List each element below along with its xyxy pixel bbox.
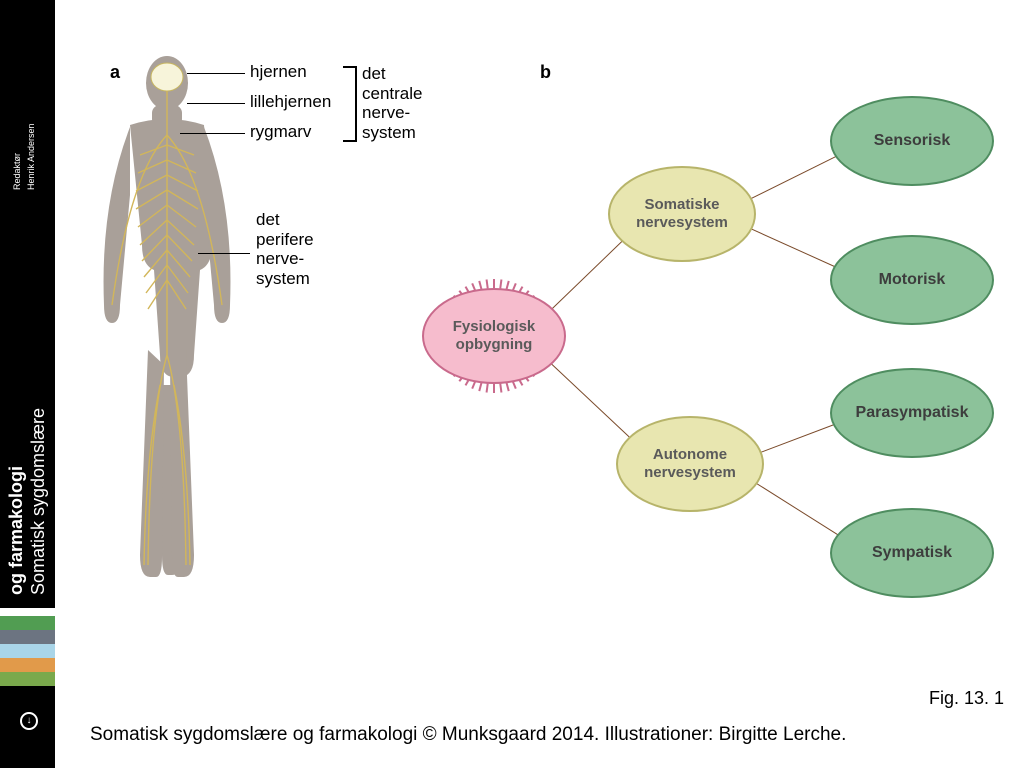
node-autonome: Autonome nervesystem — [616, 416, 764, 512]
node-sympatisk: Sympatisk — [830, 508, 994, 598]
bracket-cns — [343, 66, 357, 142]
spine-stripe-1 — [0, 616, 55, 630]
human-body-figure — [90, 55, 245, 585]
spine-title-line1: og farmakologi — [6, 95, 27, 595]
book-spine: Redaktør Henrik Andersen og farmakologi … — [0, 0, 55, 768]
node-sensorisk: Sensorisk — [830, 96, 994, 186]
panel-b-label: b — [540, 62, 551, 83]
publisher-logo-icon: ↓ — [20, 712, 38, 730]
edge-autonome-sympatisk — [751, 480, 843, 539]
label-pns: det perifere nerve- system — [256, 210, 314, 288]
figure-number: Fig. 13. 1 — [929, 688, 1004, 709]
label-cns: det centrale nerve- system — [362, 64, 422, 142]
edge-fysiologisk-somatiske — [548, 238, 626, 314]
leader-lillehjernen — [187, 103, 245, 104]
edge-autonome-parasymp — [755, 422, 841, 455]
node-parasymp: Parasympatisk — [830, 368, 994, 458]
edge-somatiske-motorisk — [746, 226, 841, 270]
leader-rygmarv — [180, 133, 245, 134]
edge-somatiske-sensorisk — [745, 153, 842, 202]
label-hjernen: hjernen — [250, 62, 307, 82]
node-motorisk: Motorisk — [830, 235, 994, 325]
leader-pns — [198, 253, 250, 254]
spine-stripe-4 — [0, 658, 55, 672]
edge-fysiologisk-autonome — [548, 360, 635, 441]
spine-stripe-5 — [0, 672, 55, 686]
node-fysiologisk: Fysiologisk opbygning — [422, 288, 566, 384]
label-lillehjernen: lillehjernen — [250, 92, 331, 112]
spine-stripe-2 — [0, 630, 55, 644]
leader-hjernen — [187, 73, 245, 74]
spine-stripe-3 — [0, 644, 55, 658]
spine-title-line2: Somatisk sygdomslære — [28, 95, 49, 595]
node-somatiske: Somatiske nervesystem — [608, 166, 756, 262]
label-rygmarv: rygmarv — [250, 122, 311, 142]
credit-line: Somatisk sygdomslære og farmakologi © Mu… — [90, 724, 846, 746]
